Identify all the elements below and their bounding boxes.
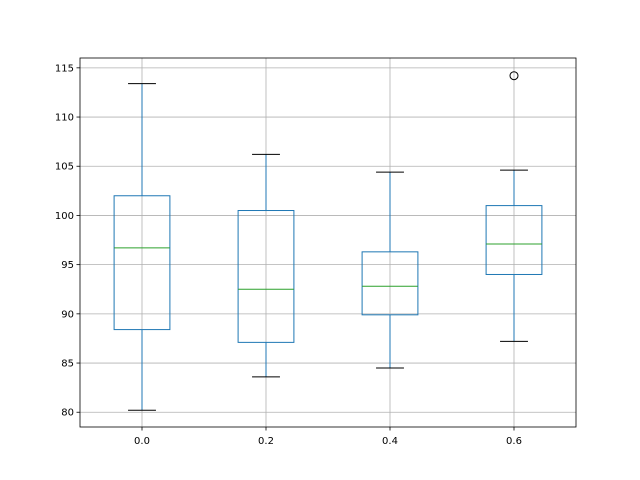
iqr-box <box>237 210 295 343</box>
y-tick-label: 90 <box>61 309 74 320</box>
iqr-box <box>485 205 543 275</box>
y-tick-label: 85 <box>61 359 74 370</box>
y-tick-label: 95 <box>61 260 74 271</box>
boxes <box>113 71 543 411</box>
iqr-box <box>361 251 419 316</box>
grid-lines <box>80 58 576 427</box>
box-0.4 <box>361 171 419 369</box>
iqr-box <box>113 195 171 331</box>
x-tick-label: 0.0 <box>134 436 150 447</box>
x-tick-label: 0.6 <box>506 436 522 447</box>
axis-ticks: 0.0 0.2 0.4 0.6 80 85 90 95 100 105 110 115 <box>55 63 522 447</box>
y-tick-label: 110 <box>55 113 74 124</box>
outlier-point <box>509 71 519 81</box>
y-tick-label: 115 <box>55 63 74 74</box>
y-tick-label: 80 <box>61 408 74 419</box>
box-0.2 <box>237 153 295 378</box>
y-tick-label: 100 <box>55 211 74 222</box>
box-0.0 <box>113 83 171 411</box>
y-tick-label: 105 <box>55 162 74 173</box>
axes-frame <box>79 57 577 428</box>
x-tick-label: 0.4 <box>382 436 398 447</box>
x-tick-label: 0.2 <box>258 436 274 447</box>
box-0.6 <box>485 71 543 342</box>
